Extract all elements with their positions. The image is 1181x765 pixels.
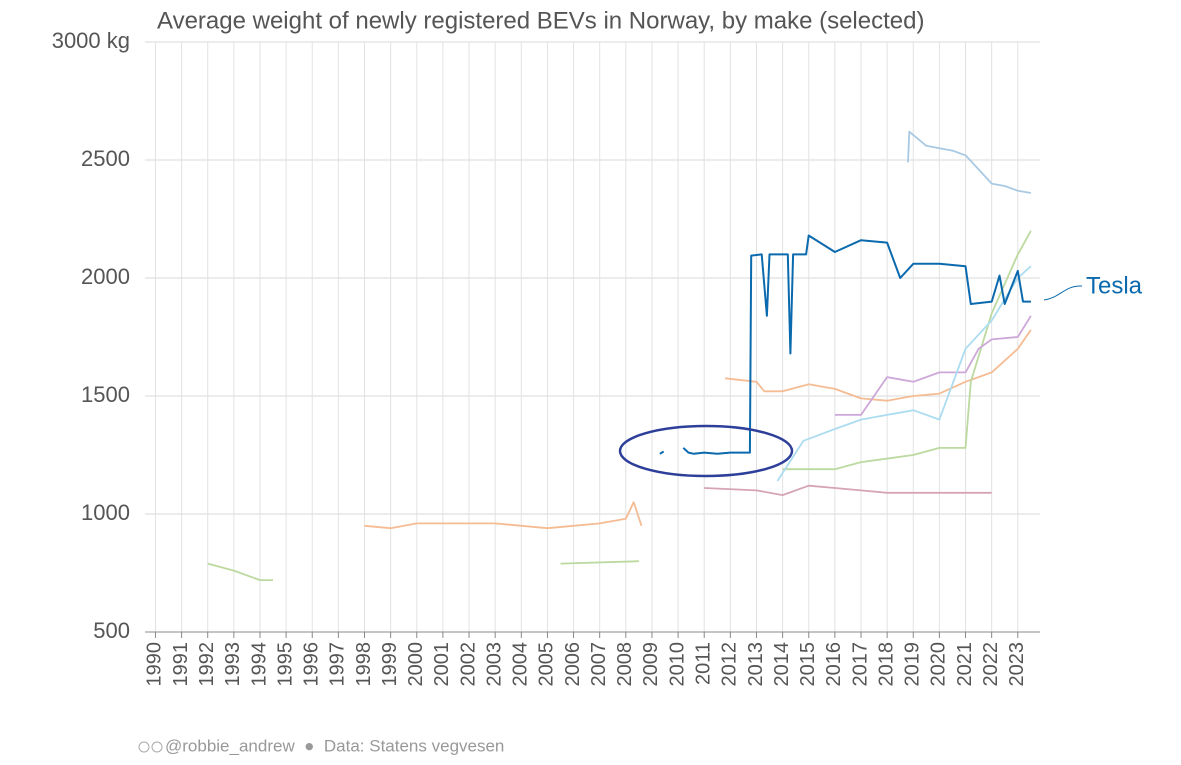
x-tick-label: 2016	[823, 642, 845, 687]
x-tick-label: 2020	[928, 642, 950, 687]
x-tick-label: 2014	[771, 642, 793, 687]
x-tick-label: 2002	[457, 642, 479, 687]
x-tick-label: 1991	[170, 642, 192, 687]
x-tick-label: 2018	[875, 642, 897, 687]
x-tick-label: 2004	[510, 642, 532, 687]
x-tick-label: 2021	[954, 642, 976, 687]
x-tick-label: 2010	[666, 642, 688, 687]
x-tick-label: 2023	[1006, 642, 1028, 687]
x-tick-label: 1990	[144, 642, 166, 687]
x-tick-label: 2007	[588, 642, 610, 687]
x-tick-label: 1996	[301, 642, 323, 687]
series-label: Tesla	[1086, 272, 1143, 299]
annotation-ellipse	[618, 424, 794, 478]
x-tick-label: 2009	[640, 642, 662, 687]
x-tick-label: 2015	[797, 642, 819, 687]
series-line	[704, 484, 992, 496]
x-tick-label: 2005	[536, 642, 558, 687]
x-tick-label: 1998	[353, 642, 375, 687]
y-tick-label: 2000	[81, 264, 130, 289]
series-line	[907, 130, 1032, 194]
x-tick-label: 2003	[483, 642, 505, 687]
x-tick-label: 1994	[248, 642, 270, 687]
x-tick-label: 2012	[719, 642, 741, 687]
x-tick-label: 1999	[379, 642, 401, 687]
x-tick-label: 2001	[431, 642, 453, 687]
y-tick-label: 1000	[81, 500, 130, 525]
y-tick-label: 3000 kg	[52, 28, 130, 53]
x-tick-label: 2008	[614, 642, 636, 687]
cc-icon	[138, 741, 150, 753]
series-line	[364, 329, 1032, 530]
source: @robbie_andrew ● Data: Statens vegvesen	[165, 736, 504, 755]
y-tick-label: 1500	[81, 382, 130, 407]
series-line	[834, 315, 1032, 416]
label-connector	[1043, 285, 1083, 301]
x-tick-label: 1997	[327, 642, 349, 687]
y-tick-label: 2500	[81, 146, 130, 171]
x-tick-label: 2017	[849, 642, 871, 687]
x-tick-label: 1995	[274, 642, 296, 687]
chart-title: Average weight of newly registered BEVs …	[157, 7, 924, 34]
x-tick-label: 2019	[902, 642, 924, 687]
x-tick-label: 1992	[196, 642, 218, 687]
series-line	[776, 265, 1032, 482]
series-line	[659, 234, 1031, 455]
series-line	[207, 230, 1032, 581]
by-icon	[151, 741, 163, 753]
x-tick-label: 2022	[980, 642, 1002, 687]
x-tick-label: 2000	[405, 642, 427, 687]
x-tick-label: 2006	[562, 642, 584, 687]
x-tick-label: 2011	[692, 642, 714, 685]
y-tick-label: 500	[93, 618, 130, 643]
x-tick-label: 2013	[745, 642, 767, 687]
x-tick-label: 1993	[222, 642, 244, 687]
